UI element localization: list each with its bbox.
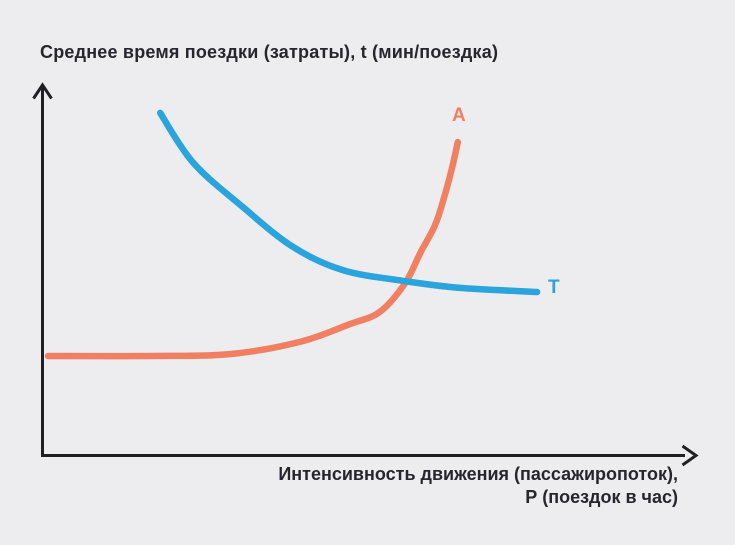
curves	[44, 109, 541, 360]
curve-A	[44, 138, 462, 360]
x-axis-arrowhead-icon	[681, 444, 699, 467]
x-axis-label-line2: Р (поездок в час)	[525, 487, 678, 507]
axes	[32, 82, 699, 467]
chart-title: Среднее время поездки (затраты), t (мин/…	[40, 42, 499, 62]
y-axis-arrowhead-icon	[32, 82, 53, 100]
series-label-T: T	[548, 277, 560, 298]
curve-T	[156, 109, 541, 296]
series-label-A: A	[452, 105, 466, 126]
x-axis-label: Интенсивность движения (пассажиропоток),…	[278, 463, 678, 509]
x-axis-label-line1: Интенсивность движения (пассажиропоток),	[278, 464, 678, 484]
